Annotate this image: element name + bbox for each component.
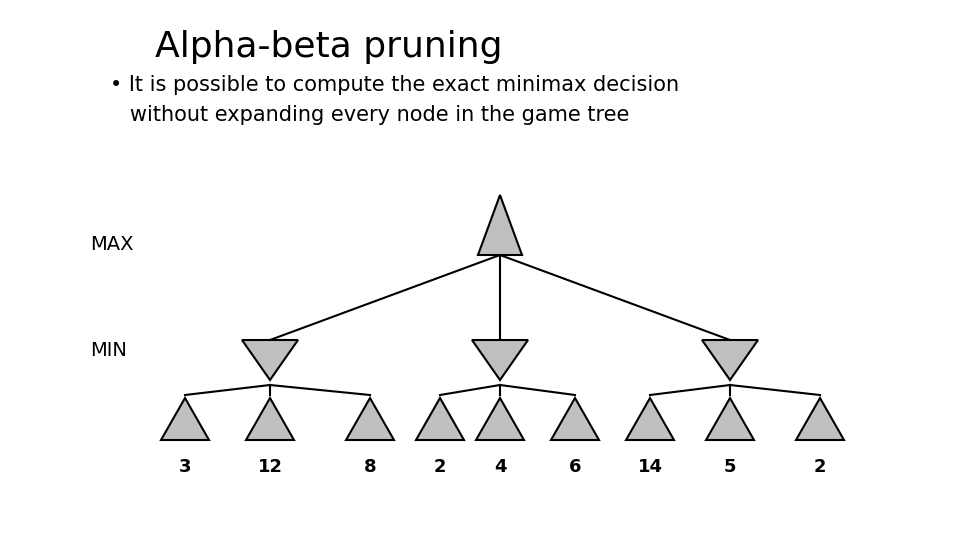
- Polygon shape: [626, 398, 674, 440]
- Text: 3: 3: [179, 458, 191, 476]
- Polygon shape: [161, 398, 209, 440]
- Polygon shape: [242, 340, 298, 380]
- Polygon shape: [551, 398, 599, 440]
- Polygon shape: [416, 398, 464, 440]
- Text: without expanding every node in the game tree: without expanding every node in the game…: [110, 105, 630, 125]
- Text: 12: 12: [257, 458, 282, 476]
- Text: 8: 8: [364, 458, 376, 476]
- Text: • It is possible to compute the exact minimax decision: • It is possible to compute the exact mi…: [110, 75, 679, 95]
- Text: 14: 14: [637, 458, 662, 476]
- Text: 5: 5: [724, 458, 736, 476]
- Text: MIN: MIN: [90, 341, 127, 360]
- Polygon shape: [472, 340, 528, 380]
- Polygon shape: [346, 398, 394, 440]
- Text: 2: 2: [434, 458, 446, 476]
- Polygon shape: [706, 398, 754, 440]
- Polygon shape: [702, 340, 758, 380]
- Polygon shape: [476, 398, 524, 440]
- Polygon shape: [478, 195, 522, 255]
- Text: Alpha-beta pruning: Alpha-beta pruning: [155, 30, 502, 64]
- Polygon shape: [796, 398, 844, 440]
- Text: 6: 6: [568, 458, 581, 476]
- Text: 4: 4: [493, 458, 506, 476]
- Polygon shape: [246, 398, 294, 440]
- Text: 2: 2: [814, 458, 827, 476]
- Text: MAX: MAX: [90, 235, 133, 254]
